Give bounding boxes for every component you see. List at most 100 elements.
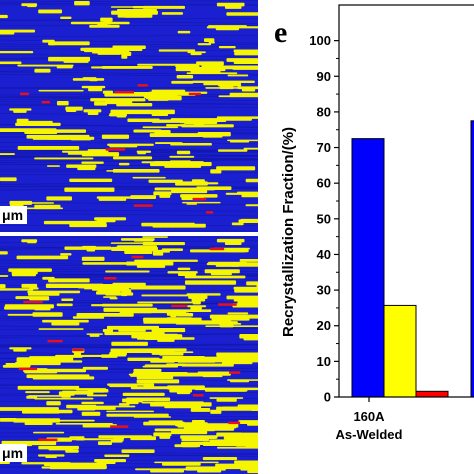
recrystallized-grain <box>191 179 205 183</box>
y-tick-label: 30 <box>317 283 331 298</box>
deformed-grain <box>217 303 237 306</box>
recrystallized-grain <box>157 334 182 339</box>
category-label-line1: 160A <box>353 409 385 424</box>
recrystallized-grain <box>215 27 240 31</box>
recrystallized-grain <box>33 431 65 434</box>
bottom-ebsd-map: μm <box>0 236 258 474</box>
recrystallized-grain <box>133 129 162 133</box>
recrystallized-grain <box>89 24 120 28</box>
recrystallized-grain <box>13 418 61 423</box>
recrystallized-grain <box>127 118 160 122</box>
recrystallized-grain <box>42 319 89 323</box>
recrystallized-grain <box>191 297 206 302</box>
grain-boundary <box>0 0 258 3</box>
recrystallized-grain <box>151 119 200 123</box>
deformed-grain <box>114 90 135 94</box>
deformed-grain <box>72 348 84 352</box>
grain-boundary <box>0 152 258 155</box>
recrystallized-grain <box>111 246 158 252</box>
recrystallized-grain <box>121 449 155 453</box>
recrystallized-grain <box>27 292 60 296</box>
recrystallized-grain <box>111 341 148 346</box>
recrystallized-grain <box>34 157 94 160</box>
grain-boundary <box>0 55 258 59</box>
recrystallized-grain <box>118 403 130 406</box>
recrystallized-grain <box>27 241 37 244</box>
recrystallized-grain <box>66 404 97 409</box>
recrystallized-grain <box>24 422 53 426</box>
recrystallized-grain <box>81 401 104 405</box>
recrystallized-grain <box>101 134 130 139</box>
recrystallized-grain <box>61 150 105 153</box>
deformed-grain <box>38 438 58 442</box>
recrystallized-grain <box>145 334 161 338</box>
recrystallized-grain <box>190 306 202 310</box>
recrystallized-grain <box>208 25 247 28</box>
bar-series-1 <box>351 138 385 398</box>
deformed-grain <box>41 100 50 104</box>
recrystallized-grain <box>232 303 258 308</box>
recrystallized-grain <box>9 200 33 205</box>
recrystallized-grain <box>67 152 94 155</box>
recrystallized-grain <box>113 156 153 160</box>
recrystallized-grain <box>208 41 215 44</box>
recrystallized-grain <box>133 368 162 372</box>
recrystallized-grain <box>38 454 65 457</box>
recrystallized-grain <box>94 217 127 221</box>
recrystallized-grain <box>48 41 90 46</box>
recrystallized-grain <box>0 50 34 54</box>
recrystallized-grain <box>42 276 55 280</box>
recrystallized-grain <box>247 470 258 474</box>
recrystallized-grain <box>72 78 105 81</box>
recrystallized-grain <box>154 187 215 191</box>
recrystallized-grain <box>0 177 17 182</box>
grain-boundary <box>0 95 258 101</box>
recrystallized-grain <box>186 203 198 205</box>
recrystallized-grain <box>161 12 183 15</box>
grain-boundary <box>0 112 258 118</box>
recrystallized-grain <box>121 55 128 59</box>
recrystallized-grain <box>116 354 127 357</box>
recrystallized-grain <box>216 406 256 411</box>
recrystallized-grain <box>143 349 171 353</box>
deformed-grain <box>171 304 188 308</box>
recrystallized-grain <box>224 241 242 245</box>
recrystallized-grain <box>104 454 130 458</box>
recrystallized-grain <box>0 153 15 156</box>
recrystallized-grain <box>176 150 191 155</box>
recrystallized-grain <box>246 423 258 426</box>
recrystallized-grain <box>118 329 146 332</box>
recrystallized-grain <box>104 93 165 97</box>
recrystallized-grain <box>241 194 258 198</box>
recrystallized-grain <box>73 352 82 356</box>
recrystallized-grain <box>41 357 74 361</box>
map-background <box>0 0 258 232</box>
recrystallized-grain <box>204 269 240 274</box>
recrystallized-grain <box>209 427 235 431</box>
recrystallized-grain <box>16 255 69 260</box>
recrystallized-grain <box>42 39 55 43</box>
recrystallized-grain <box>97 441 113 446</box>
recrystallized-grain <box>210 272 232 276</box>
recrystallized-grain <box>132 176 166 179</box>
recrystallized-grain <box>9 347 32 350</box>
recrystallized-grain <box>149 133 213 138</box>
recrystallized-grain <box>83 109 102 113</box>
deformed-grain <box>229 371 241 374</box>
recrystallized-grain <box>151 89 186 94</box>
y-tick-label: 20 <box>317 318 331 333</box>
recrystallized-grain <box>69 223 107 228</box>
recrystallized-grain <box>181 363 234 367</box>
recrystallized-grain <box>72 316 105 319</box>
recrystallized-grain <box>184 280 237 285</box>
recrystallized-grain <box>246 281 258 286</box>
recrystallized-grain <box>218 46 236 49</box>
recrystallized-grain <box>143 110 171 114</box>
recrystallized-grain <box>46 196 72 201</box>
recrystallized-grain <box>210 409 222 414</box>
recrystallized-grain <box>38 445 79 450</box>
recrystallized-grain <box>109 385 138 388</box>
grain-boundary <box>0 460 258 462</box>
recrystallized-grain <box>166 124 186 127</box>
recrystallized-grain <box>190 52 202 56</box>
